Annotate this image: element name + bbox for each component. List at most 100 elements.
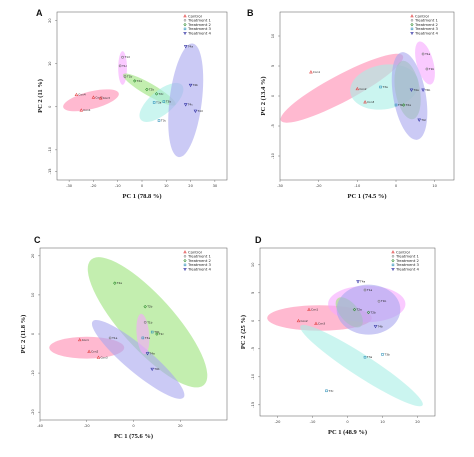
data-point-control xyxy=(74,92,79,97)
legend-label: Treatment 4 xyxy=(414,31,439,36)
x-tick-label: -20 xyxy=(275,420,282,424)
point-label: T1a xyxy=(366,288,372,292)
panel-letter: B xyxy=(247,8,254,18)
x-tick-label: 10 xyxy=(380,420,385,424)
point-label: Con1 xyxy=(311,308,318,312)
confidence-ellipse-t4 xyxy=(391,52,428,140)
data-point-control xyxy=(91,95,96,99)
data-point-t3 xyxy=(363,355,367,359)
y-tick-label: -10 xyxy=(251,373,255,380)
point-label: T4a xyxy=(359,280,365,284)
point-layer: Con1 Con2 Con3 T1a T1b T2a T2b T4a T4b T3a T3b T3c xyxy=(296,280,390,393)
legend-label: Treatment 4 xyxy=(395,267,420,272)
y-tick-label: -5 xyxy=(271,124,275,128)
point-label: T4a xyxy=(187,44,193,48)
x-tick-label: -20 xyxy=(84,424,91,428)
point-label: T3b xyxy=(153,330,159,334)
data-point-t4 xyxy=(417,118,421,122)
panel-letter: C xyxy=(34,235,41,245)
legend-label: Control xyxy=(188,13,202,18)
y-tick-label: -15 xyxy=(251,402,255,408)
legend-marker-t2 xyxy=(410,23,414,27)
legend-label: Treatment 2 xyxy=(187,258,212,263)
confidence-ellipse-t4 xyxy=(336,284,401,335)
legend-marker-t2 xyxy=(183,23,187,27)
point-label: T4c xyxy=(187,103,193,107)
legend-marker-t3 xyxy=(391,263,395,267)
data-point-t3 xyxy=(325,389,328,393)
confidence-ellipse-t3 xyxy=(300,324,423,407)
point-label: T4b xyxy=(377,324,383,328)
data-point-t2 xyxy=(113,281,117,285)
panel-d: D -20 -10 0 10 20 10 5 0 -5 -10 -15 PC 1 (48.9 %) PC … xyxy=(240,235,436,436)
y-tick-label: 0 xyxy=(48,105,52,108)
point-label: T3a xyxy=(382,85,388,89)
data-point-t2 xyxy=(154,92,159,96)
legend-label: Control xyxy=(396,249,410,254)
data-point-t1 xyxy=(123,75,127,78)
data-point-control xyxy=(87,349,91,353)
point-label: T1c xyxy=(121,64,127,68)
panel-c: C -40 -20 0 20 20 10 0 -10 -20 PC 1 (75.6 %) PC 2 (… xyxy=(20,235,228,440)
y-tick-label: -10 xyxy=(271,152,275,159)
data-point-t3 xyxy=(150,330,154,334)
legend-label: Treatment 1 xyxy=(395,254,420,259)
point-label: T3b xyxy=(384,352,390,356)
data-point-t1 xyxy=(118,64,122,68)
x-tick-label: 0 xyxy=(346,420,349,424)
x-axis-title: PC 1 (74.5 %) xyxy=(348,193,387,200)
x-tick-label: -20 xyxy=(316,184,323,188)
y-tick-label: -5 xyxy=(251,347,255,351)
point-label: T2b xyxy=(146,305,152,309)
legend-marker-control xyxy=(410,14,414,18)
x-tick-label: -10 xyxy=(310,420,317,424)
data-point-t3 xyxy=(379,85,382,89)
point-label: T3b xyxy=(397,103,403,107)
y-tick-label: 5 xyxy=(251,292,255,294)
point-label: Con2 xyxy=(91,350,98,354)
legend-marker-t3 xyxy=(183,27,187,31)
data-point-control xyxy=(79,108,84,112)
y-axis-title: PC 2 (13.4 %) xyxy=(260,77,267,116)
legend-marker-t2 xyxy=(183,259,187,263)
panel-letter: D xyxy=(255,235,262,245)
point-label: T4b xyxy=(424,88,430,92)
legend-label: Treatment 1 xyxy=(187,254,212,259)
y-tick-label: 0 xyxy=(31,332,35,335)
point-label: Con2 xyxy=(95,95,102,99)
point-label: T3c xyxy=(160,119,166,123)
confidence-ellipse-t4 xyxy=(91,319,185,399)
legend-marker-control xyxy=(183,250,187,254)
data-point-t4 xyxy=(356,280,360,284)
data-point-t4 xyxy=(193,109,198,113)
point-label: T3a xyxy=(366,355,372,359)
data-point-t1 xyxy=(425,67,429,71)
y-axis-title: PC 2 (11 %) xyxy=(37,79,44,113)
data-point-control xyxy=(355,86,360,91)
point-label: T2a xyxy=(116,281,122,285)
panel-letter: A xyxy=(36,8,43,18)
point-label: T4a xyxy=(149,352,155,356)
confidence-ellipse-t1 xyxy=(415,41,435,85)
legend-label: Control xyxy=(415,13,429,18)
panel-a: A -30 -20 -10 0 10 20 30 20 10 0 -10 -15 PC 1 (78.8 %… xyxy=(36,8,228,200)
y-tick-label: 10 xyxy=(48,61,52,66)
data-point-t4 xyxy=(373,325,378,329)
confidence-ellipse-control xyxy=(63,89,119,112)
data-point-control xyxy=(296,318,301,323)
legend-marker-t1 xyxy=(391,255,395,258)
y-tick-label: 10 xyxy=(31,292,35,297)
confidence-ellipse-t2 xyxy=(87,257,208,388)
x-tick-label: -10 xyxy=(115,184,122,188)
y-tick-label: 10 xyxy=(251,262,255,267)
data-point-t1 xyxy=(143,320,147,324)
point-label: Con3 xyxy=(318,322,325,326)
point-label: T3b xyxy=(165,100,171,104)
data-point-t4 xyxy=(150,367,154,372)
y-tick-label: 0 xyxy=(251,319,255,322)
y-axis-title: PC 2 (11.8 %) xyxy=(20,315,27,354)
data-point-t2 xyxy=(402,103,406,107)
